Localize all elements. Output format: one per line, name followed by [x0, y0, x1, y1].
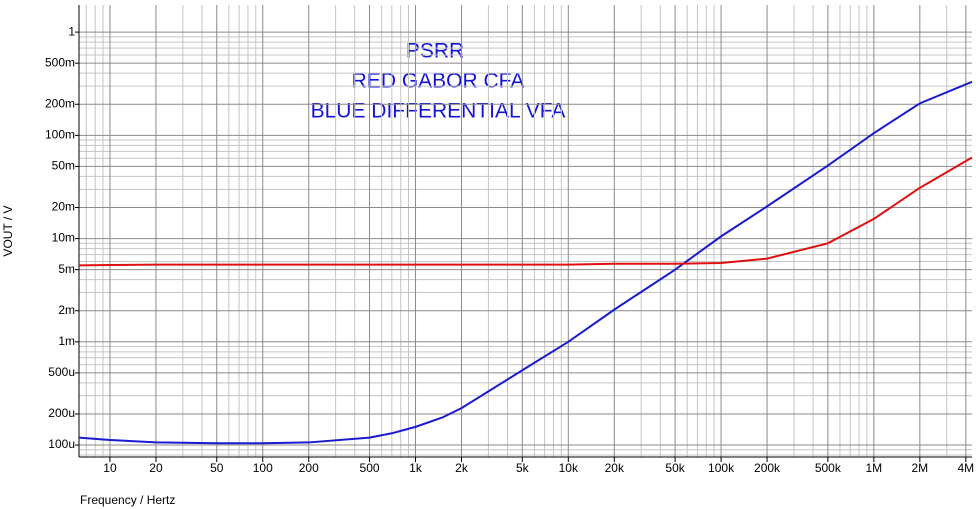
x-tick-label: 5k [516, 461, 530, 475]
y-tick-label: 20m [52, 200, 75, 214]
y-tick-label: 500m [45, 55, 75, 69]
y-tick-label: 100u [48, 437, 75, 451]
annotation: PSRR [406, 40, 464, 63]
annotation: BLUE DIFFERENTIAL VFA [311, 100, 566, 123]
x-tick-label: 20k [605, 461, 625, 475]
x-tick-label: 50 [210, 461, 224, 475]
x-tick-label: 500k [815, 461, 842, 475]
y-tick-label: 100m [45, 128, 75, 142]
x-tick-label: 10k [559, 461, 579, 475]
x-tick-label: 1k [409, 461, 423, 475]
x-tick-label: 500 [360, 461, 380, 475]
x-tick-label: 50k [665, 461, 685, 475]
annotation: RED GABOR CFA [352, 70, 525, 93]
y-tick-label: 10m [52, 231, 75, 245]
y-tick-label: 1 [68, 24, 75, 38]
x-tick-label: 20 [149, 461, 163, 475]
y-tick-label: 500u [48, 365, 75, 379]
x-tick-label: 4M [957, 461, 974, 475]
x-tick-label: 2k [455, 461, 469, 475]
y-tick-label: 200m [45, 96, 75, 110]
y-tick-label: 1m [58, 334, 75, 348]
x-tick-label: 10 [103, 461, 117, 475]
x-tick-label: 100k [708, 461, 735, 475]
series-line [78, 80, 973, 445]
x-tick-label: 100 [253, 461, 273, 475]
y-axis-label: VOUT / V [1, 205, 15, 256]
y-tick-label: 200u [48, 406, 75, 420]
x-tick-label: 2M [912, 461, 929, 475]
series-line [78, 156, 973, 267]
x-tick-label: 200 [299, 461, 319, 475]
y-tick-label: 50m [52, 159, 75, 173]
x-axis-label: Frequency / Hertz [80, 493, 175, 507]
y-tick-label: 2m [58, 303, 75, 317]
x-tick-label: 200k [754, 461, 781, 475]
x-tick-label: 1M [866, 461, 883, 475]
y-tick-label: 5m [58, 262, 75, 276]
